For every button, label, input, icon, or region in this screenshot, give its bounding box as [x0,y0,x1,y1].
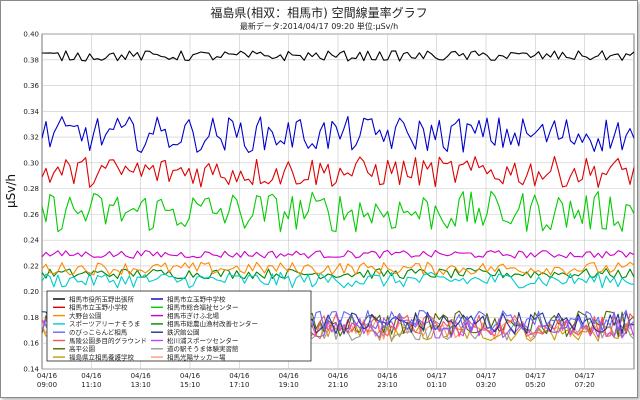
y-tick-label: 0.36 [23,82,39,90]
x-tick-label-date: 04/16 [328,372,349,380]
legend-label: 相馬市立玉野小学校 [69,303,128,312]
y-tick-label: 0.30 [23,159,39,167]
y-tick-label: 0.14 [23,366,39,374]
series-line [41,261,635,276]
legend-label: 道の駅そうま体験実習館 [167,344,239,353]
series-line [41,249,635,259]
legend-box [46,290,312,362]
y-tick-label: 0.34 [23,108,39,116]
x-tick-label-date: 04/16 [131,372,152,380]
x-tick-label-date: 04/17 [525,372,545,380]
legend-label: 相馬市総農山漁村改善センター [167,319,258,328]
y-tick-label: 0.18 [23,314,39,322]
y-tick-label: 0.28 [23,185,39,193]
legend-label: 相馬市総合福祉センター [167,303,239,312]
x-tick-label-time: 23:10 [377,381,397,389]
legend-label: 大野台公園 [69,311,102,320]
x-tick-label-time: 19:10 [279,381,299,389]
y-tick-label: 0.22 [23,262,39,270]
legend-label: 松川浦スポーツセンター [167,336,238,345]
y-tick-label: 0.24 [23,237,39,245]
x-tick-label-time: 15:10 [180,381,200,389]
y-tick-label: 0.32 [23,134,39,142]
y-tick-label: 0.16 [23,340,39,348]
legend-label: 鉄沢館公園 [167,328,200,337]
legend-label: 高平公園 [69,344,95,353]
y-tick-label: 0.26 [23,211,39,219]
legend-label: 相馬光陽サッカー場 [167,352,226,361]
y-axis-label: μSv/h [4,174,18,208]
legend-label: 馬陵公園多目的グラウンド [69,336,147,345]
x-tick-label-date: 04/16 [229,372,250,380]
x-tick-label-date: 04/16 [279,372,300,380]
x-tick-label-date: 04/16 [37,372,58,380]
x-tick-label-date: 04/17 [427,372,447,380]
x-tick-label-date: 04/16 [377,372,398,380]
x-tick-label-time: 09:00 [37,381,57,389]
x-tick-label-time: 21:10 [328,381,348,389]
x-tick-label-date: 04/17 [476,372,496,380]
legend-label: 相馬市役所玉野出張所 [69,294,135,303]
x-tick-label-date: 04/17 [575,372,595,380]
legend-label: 相馬市ぎけふ北場 [167,311,220,320]
y-tick-label: 0.20 [23,288,39,296]
series-line [41,190,635,233]
legend-label: のびっこらんど相馬 [69,328,128,337]
x-tick-label-time: 05:20 [525,381,545,389]
y-tick-label: 0.38 [23,56,39,64]
x-tick-layer: 04/1609:0004/1611:1004/1613:1004/1615:10… [37,372,595,389]
y-tick-label: 0.40 [23,31,39,39]
legend-label: 福島県立相馬養護学校 [69,352,135,361]
x-tick-label-date: 04/16 [180,372,201,380]
x-tick-label-time: 13:10 [131,381,151,389]
chart-title: 福島県(相双：相馬市) 空間線量率グラフ [210,5,427,20]
x-tick-label-time: 07:20 [575,381,595,389]
x-tick-label-time: 01:10 [427,381,447,389]
x-tick-label-time: 03:20 [476,381,496,389]
series-line [41,50,635,62]
x-tick-label-date: 04/16 [81,372,102,380]
series-line [41,271,635,289]
y-tick-layer: 0.40 0.38 0.36 0.34 0.32 0.30 0.28 0.26 0.24 0.22… [23,31,39,374]
series-line [41,115,635,153]
x-tick-label-time: 11:10 [81,381,101,389]
chart-subtitle: 最新データ:2014/04/17 09:20 単位:μSv/h [240,21,398,31]
series-line [41,155,635,188]
legend-label: スポーツアリーナそうま [69,320,140,328]
legend-label: 相馬市立玉野中学校 [167,294,226,303]
x-tick-label-time: 17:10 [229,381,249,389]
